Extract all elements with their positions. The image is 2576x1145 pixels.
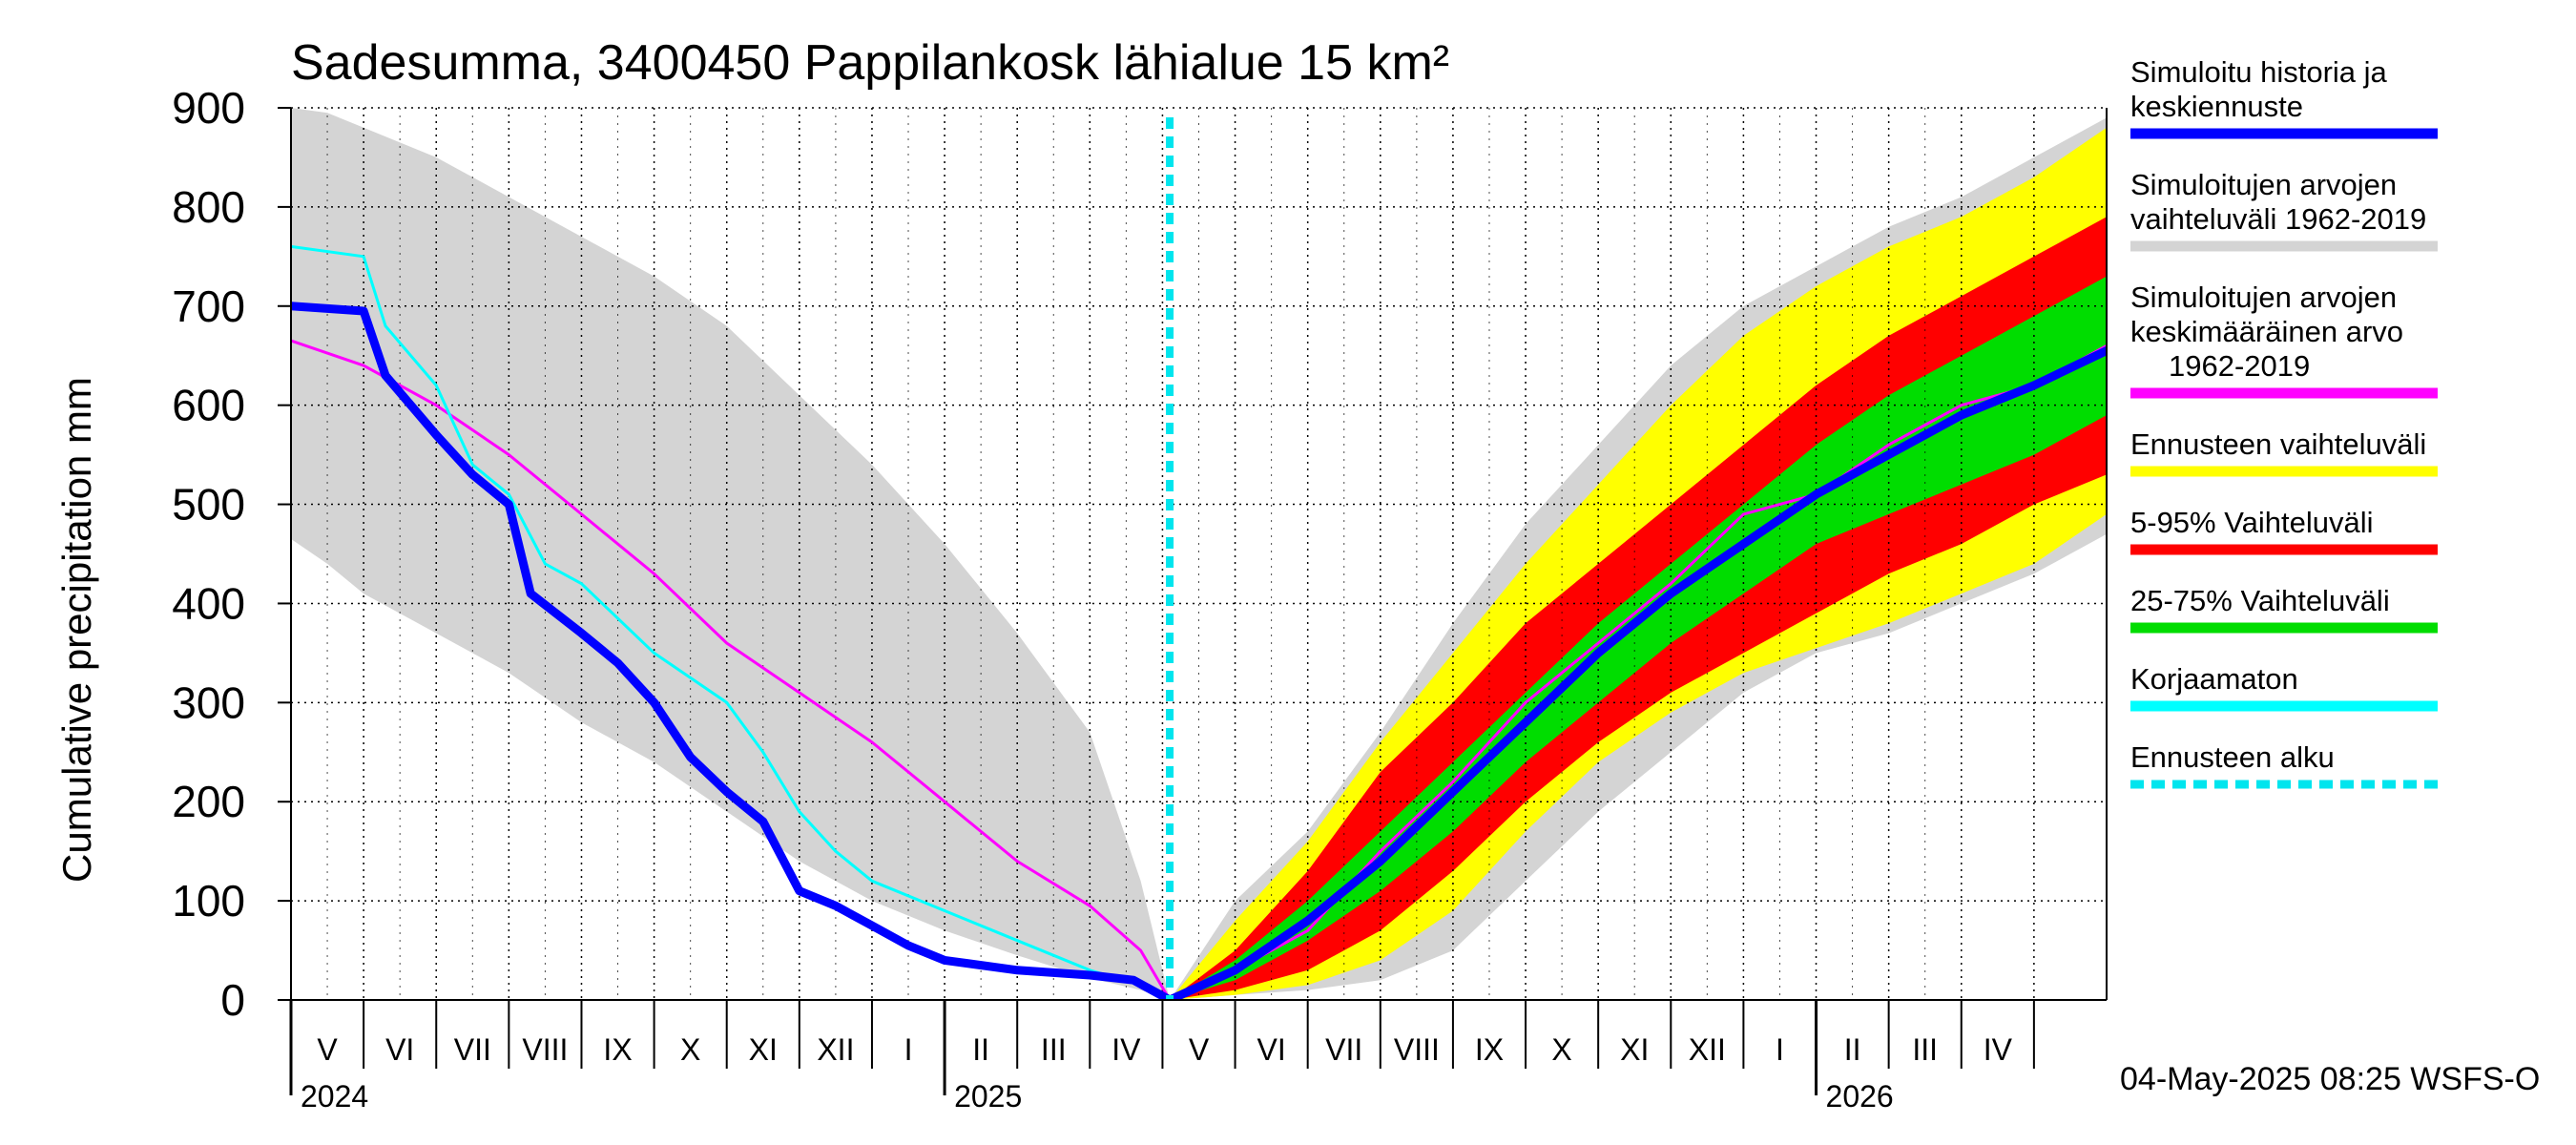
x-month-label: IX bbox=[603, 1032, 632, 1067]
band-layer bbox=[291, 108, 2107, 1000]
x-month-label: III bbox=[1912, 1032, 1938, 1067]
legend-label: keskimääräinen arvo bbox=[2130, 315, 2403, 348]
x-month-label: II bbox=[1844, 1032, 1861, 1067]
legend-label: 25-75% Vaihteluväli bbox=[2130, 584, 2390, 617]
band-simuloitujen-arvojen-vaihteluv-li-1962-2019 bbox=[291, 108, 2107, 1000]
x-month-label: XI bbox=[749, 1032, 778, 1067]
y-tick-label: 900 bbox=[172, 83, 245, 133]
y-tick-label: 400 bbox=[172, 578, 245, 628]
x-month-label: V bbox=[317, 1032, 338, 1067]
x-month-label: X bbox=[680, 1032, 700, 1067]
grid-layer bbox=[291, 107, 2107, 1000]
x-month-label: VIII bbox=[522, 1032, 568, 1067]
legend-label: keskiennuste bbox=[2130, 90, 2303, 123]
x-month-label: I bbox=[904, 1032, 913, 1067]
legend-item-25-75-vaihteluv-li: 25-75% Vaihteluväli bbox=[2130, 584, 2438, 634]
footer-timestamp: 04-May-2025 08:25 WSFS-O bbox=[2120, 1061, 2540, 1097]
line-simuloitujen-arvojen-keskim-r-inen-arvo-1962-2019 bbox=[291, 339, 2107, 1000]
legend-label: 5-95% Vaihteluväli bbox=[2130, 506, 2373, 539]
legend-item-korjaamaton: Korjaamaton bbox=[2130, 662, 2438, 712]
x-year-label: 2025 bbox=[954, 1079, 1022, 1114]
x-month-label: VI bbox=[1257, 1032, 1286, 1067]
x-month-label: VIII bbox=[1394, 1032, 1440, 1067]
x-month-label: VII bbox=[1325, 1032, 1362, 1067]
x-month-label: V bbox=[1189, 1032, 1210, 1067]
x-month-label: II bbox=[972, 1032, 989, 1067]
legend-label: Ennusteen vaihteluväli bbox=[2130, 427, 2426, 461]
y-tick-label: 700 bbox=[172, 281, 245, 331]
x-month-label: XII bbox=[1689, 1032, 1726, 1067]
x-month-label: IV bbox=[1111, 1032, 1141, 1067]
legend-label: 1962-2019 bbox=[2169, 349, 2310, 383]
legend-item-5-95-vaihteluv-li: 5-95% Vaihteluväli bbox=[2130, 506, 2438, 555]
x-month-label: XII bbox=[817, 1032, 854, 1067]
x-month-label: IX bbox=[1475, 1032, 1504, 1067]
x-month-label: VI bbox=[385, 1032, 414, 1067]
x-month-label: XI bbox=[1620, 1032, 1649, 1067]
x-month-label: III bbox=[1041, 1032, 1067, 1067]
legend-label: vaihteluväli 1962-2019 bbox=[2130, 202, 2426, 236]
legend-label: Simuloitu historia ja bbox=[2130, 55, 2388, 89]
y-tick-label: 0 bbox=[220, 975, 245, 1025]
y-tick-label: 800 bbox=[172, 182, 245, 232]
x-month-label: X bbox=[1551, 1032, 1571, 1067]
x-axis: V VI VII VIII IX X XI XII I II III IV V VI VII VIII IX X X… bbox=[289, 1000, 2035, 1114]
y-axis: 0 100 200 300 400 500 600 700 800 900 bbox=[172, 83, 291, 1025]
y-tick-label: 600 bbox=[172, 381, 245, 430]
axes-frame bbox=[290, 108, 2108, 1001]
legend-label: Simuloitujen arvojen bbox=[2130, 281, 2397, 314]
legend-item-ennusteen-alku: Ennusteen alku bbox=[2130, 740, 2438, 789]
legend-label: Simuloitujen arvojen bbox=[2130, 168, 2397, 201]
y-tick-label: 200 bbox=[172, 777, 245, 826]
y-tick-label: 300 bbox=[172, 677, 245, 727]
series-line-layer bbox=[291, 244, 2107, 1000]
chart-title: Sadesumma, 3400450 Pappilankosk lähialue… bbox=[291, 35, 1449, 91]
x-month-label: I bbox=[1776, 1032, 1784, 1067]
x-month-label: IV bbox=[1984, 1032, 2013, 1067]
y-tick-label: 100 bbox=[172, 876, 245, 926]
line-korjaamaton bbox=[291, 244, 1172, 1000]
line-simuloitu-historia-ja-keskiennuste bbox=[291, 302, 2107, 1000]
y-axis-label: Cumulative precipitation mm bbox=[54, 377, 99, 883]
legend-label: Ennusteen alku bbox=[2130, 740, 2335, 774]
y-tick-label: 500 bbox=[172, 480, 245, 530]
x-year-label: 2026 bbox=[1826, 1079, 1894, 1114]
legend: Simuloitu historia jakeskiennusteSimuloi… bbox=[2130, 55, 2438, 789]
legend-label: Korjaamaton bbox=[2130, 662, 2298, 696]
legend-item-ennusteen-vaihteluv-li: Ennusteen vaihteluväli bbox=[2130, 427, 2438, 477]
x-year-label: 2024 bbox=[301, 1079, 368, 1114]
x-month-label: VII bbox=[454, 1032, 491, 1067]
